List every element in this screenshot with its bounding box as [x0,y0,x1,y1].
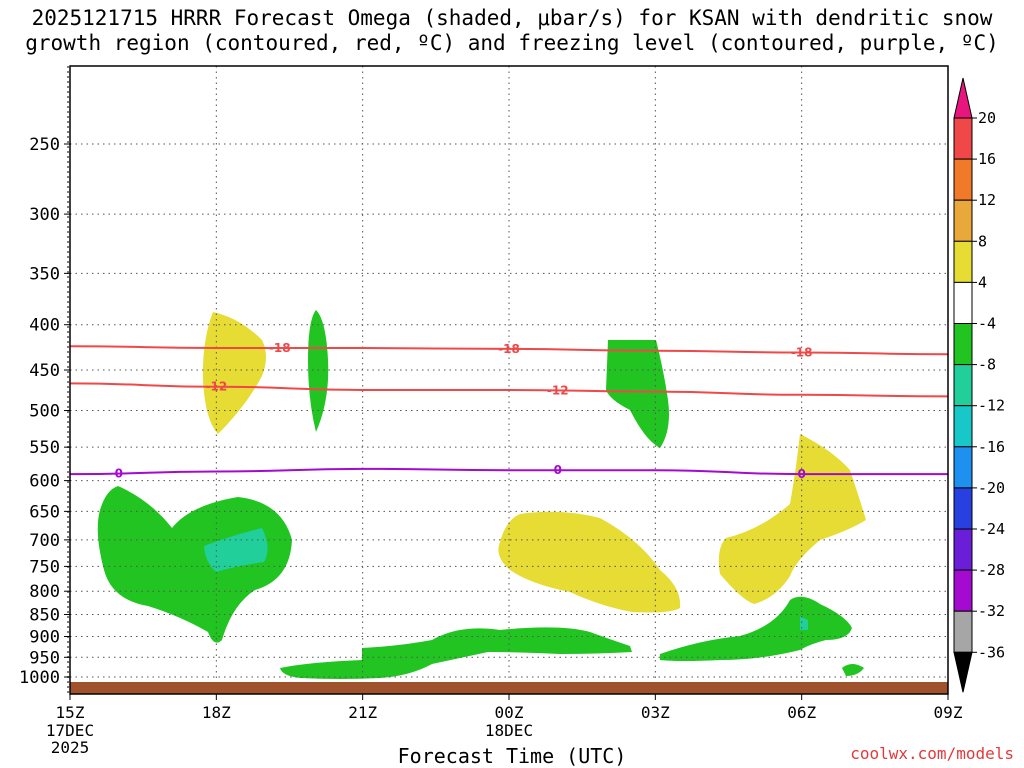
contour-label: 0 [797,467,805,481]
colorbar-swatch [953,610,973,653]
contour-label: -18 [791,346,813,360]
contour-line [69,467,949,476]
contour-label: -12 [205,380,227,394]
y-tick-label: 500 [29,402,60,422]
contour-label: -18 [269,341,291,355]
y-tick-label: 550 [29,438,60,458]
omega-shading [97,310,866,679]
omega-strong-negative-region [204,528,268,572]
colorbar-label: -4 [978,315,996,333]
y-tick-label: 1000 [19,668,60,688]
colorbar-label: -20 [978,479,1005,497]
contours: -18 -18 -18 -12 -12 0 0 0 [69,341,949,481]
y-tick-label: 350 [29,264,60,284]
x-tick-label: 18Z [202,703,231,722]
y-tick-label: 650 [29,502,60,522]
colorbar-label: 20 [978,109,996,127]
x-date-label: 18DEC [485,721,533,740]
x-tick-label: 21Z [348,703,377,722]
colorbar: 20 16 12 8 4 -4 -8 -12 -16 -20 -24 -28 -32 -36 [953,77,1005,693]
y-tick-label: 450 [29,361,60,381]
omega-negative-region [280,627,632,679]
colorbar-label: 12 [978,191,996,209]
title-line-2: growth region (contoured, red, ºC) and f… [25,31,999,55]
colorbar-label: -8 [978,356,996,374]
colorbar-top-arrow [953,77,973,119]
colorbar-label: 16 [978,150,996,168]
y-tick-label: 250 [29,135,60,155]
x-date-label: 17DEC [46,721,94,740]
colorbar-swatch [953,446,973,489]
y-tick-label: 850 [29,606,60,626]
colorbar-swatch [953,323,973,366]
omega-strong-negative-region [800,616,808,630]
colorbar-swatch [953,199,973,242]
x-tick-label: 09Z [934,703,963,722]
x-tick-label: 03Z [641,703,670,722]
source-credit: coolwx.com/models [850,744,1014,763]
omega-positive-region [718,434,866,604]
colorbar-swatch [953,569,973,612]
contour-label: 0 [554,463,562,477]
colorbar-swatch [953,240,973,283]
omega-negative-region [842,664,864,676]
colorbar-label: -12 [978,397,1005,415]
x-tick-label: 00Z [495,703,524,722]
contour-label: 0 [115,466,123,480]
colorbar-swatch [953,158,973,201]
colorbar-label: -24 [978,520,1005,538]
omega-negative-region [606,340,669,448]
colorbar-bottom-arrow [953,651,973,693]
y-tick-label: 700 [29,531,60,551]
colorbar-swatch [953,405,973,448]
y-tick-label: 750 [29,557,60,577]
x-date-label: 2025 [51,738,90,757]
colorbar-label: -36 [978,643,1005,661]
ground-surface [70,682,948,694]
gridlines [70,66,948,694]
colorbar-swatch [953,117,973,160]
colorbar-label: -28 [978,561,1005,579]
y-tick-label: 800 [29,582,60,602]
y-tick-label: 900 [29,627,60,647]
x-axis-title: Forecast Time (UTC) [397,744,627,768]
colorbar-label: 4 [978,273,987,291]
colorbar-swatch [953,528,973,571]
y-tick-label: 950 [29,648,60,668]
x-tick-label: 15Z [56,703,85,722]
omega-positive-region [498,511,681,613]
contour-label: -18 [498,342,520,356]
chart-title: 2025121715 HRRR Forecast Omega (shaded, … [0,6,1024,56]
contour-line [69,345,949,356]
x-tick-label: 06Z [787,703,816,722]
contour-line [69,382,949,398]
contour-label: -12 [547,384,569,398]
y-tick-label: 300 [29,205,60,225]
omega-negative-region [308,310,329,432]
title-line-1: 2025121715 HRRR Forecast Omega (shaded, … [31,6,993,30]
colorbar-swatch [953,281,973,324]
omega-negative-region [97,486,292,643]
colorbar-label: -32 [978,602,1005,620]
colorbar-label: 8 [978,232,987,250]
y-tick-label: 600 [29,472,60,492]
y-axis: 2503003504004505005506006507007508008509… [19,135,70,688]
y-tick-label: 400 [29,316,60,336]
omega-positive-region [202,312,266,434]
colorbar-label: -16 [978,438,1005,456]
colorbar-swatch [953,364,973,407]
omega-negative-region [660,596,852,661]
colorbar-swatch [953,487,973,530]
